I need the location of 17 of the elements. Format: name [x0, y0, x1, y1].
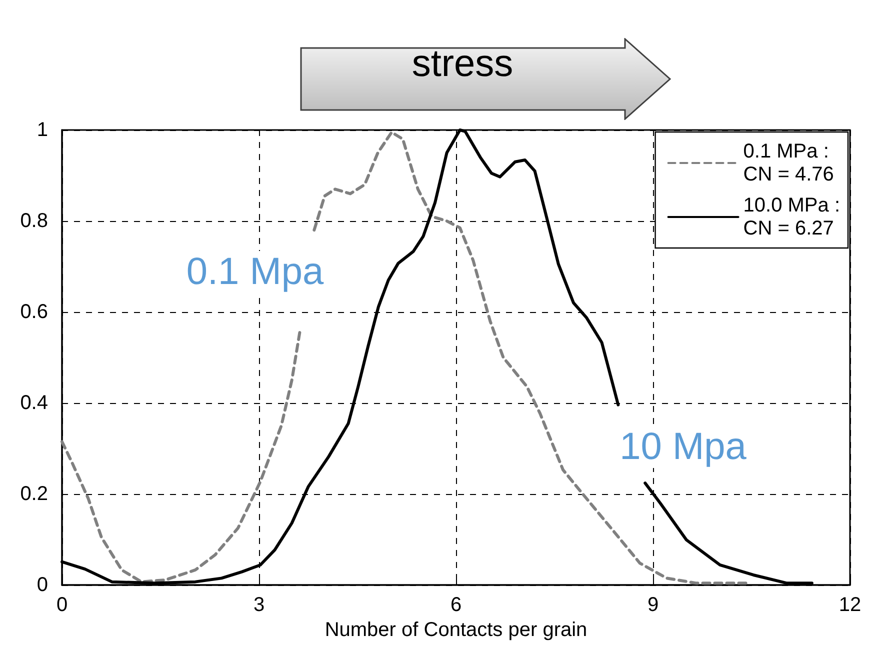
y-tick-label: 0	[36, 574, 48, 596]
x-tick-label: 12	[838, 594, 862, 616]
y-tick-label: 0.8	[20, 210, 48, 232]
text: stress	[410, 43, 514, 85]
legend-label: 10.0 MPa : CN = 6.27	[743, 194, 840, 240]
x-tick-label: 3	[253, 594, 265, 616]
y-tick-label: 1	[36, 119, 48, 141]
x-axis-title: Number of Contacts per grain	[324, 618, 588, 641]
y-tick-label: 0.6	[20, 301, 48, 323]
x-tick-label: 9	[647, 594, 659, 616]
y-tick-label: 0.2	[20, 483, 48, 505]
x-tick-label: 0	[56, 594, 68, 616]
legend-label: 0.1 MPa : CN = 4.76	[743, 140, 834, 186]
annotation: 0.1 Mpa	[186, 251, 325, 293]
annotation: 10 Mpa	[620, 426, 748, 468]
y-tick-label: 0.4	[20, 392, 48, 414]
x-tick-label: 6	[450, 594, 462, 616]
